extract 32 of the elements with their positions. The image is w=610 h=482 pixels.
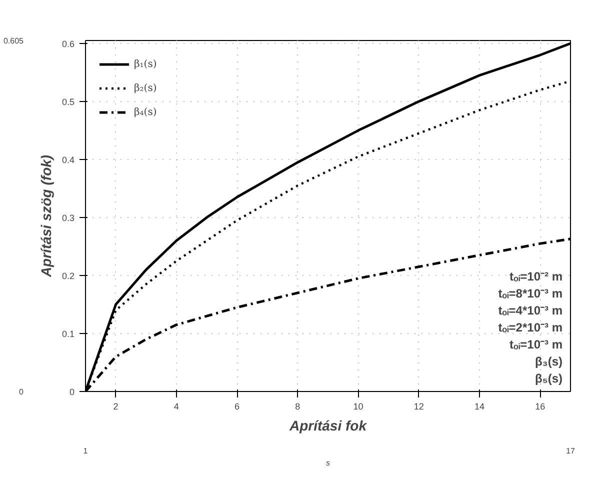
legend-label: β₄(s) [134, 106, 157, 118]
x-tick-label: 14 [474, 402, 485, 412]
annotation: tₒᵢ=2*10⁻³ m [498, 320, 562, 334]
x-tick-label: 10 [353, 402, 364, 412]
annotation: tₒᵢ=10⁻³ m [510, 338, 562, 352]
x-axis-title: Aprítási fok [288, 418, 368, 434]
y2-tick-label: 0.605 [3, 36, 24, 46]
x-tick-label: 12 [414, 402, 424, 412]
legend-label: β₂(s) [134, 82, 157, 94]
y-tick-label: 0.1 [62, 328, 75, 339]
annotation: β₅(s) [535, 372, 563, 386]
x-tick-label: 4 [174, 402, 179, 412]
y-tick-label: 0.3 [62, 212, 75, 223]
x2-tick-label: 1 [83, 446, 88, 456]
annotation: tₒᵢ=4*10⁻³ m [498, 304, 562, 318]
legend-label: β₁(s) [134, 58, 157, 70]
y-axis-title: Aprítási szög (fok) [38, 154, 54, 278]
y-tick-label: 0.2 [62, 270, 75, 281]
x2-axis-title: s [326, 458, 330, 468]
y2-tick-label: 0 [19, 388, 24, 396]
x-tick-label: 6 [234, 402, 240, 412]
annotation: tₒᵢ=8*10⁻³ m [498, 286, 562, 300]
x2-tick-label: 17 [566, 446, 576, 456]
annotation: β₃(s) [534, 354, 563, 368]
x-tick-label: 2 [113, 402, 118, 412]
annotation: tₒᵢ=10⁻² m [510, 270, 562, 284]
x-tick-label: 16 [535, 402, 546, 412]
y-tick-label: 0.4 [62, 154, 75, 165]
y-tick-label: 0.5 [62, 96, 75, 107]
y-tick-label: 0.6 [62, 38, 75, 49]
y-tick-label: 0 [69, 387, 75, 397]
x-tick-label: 8 [295, 402, 300, 412]
